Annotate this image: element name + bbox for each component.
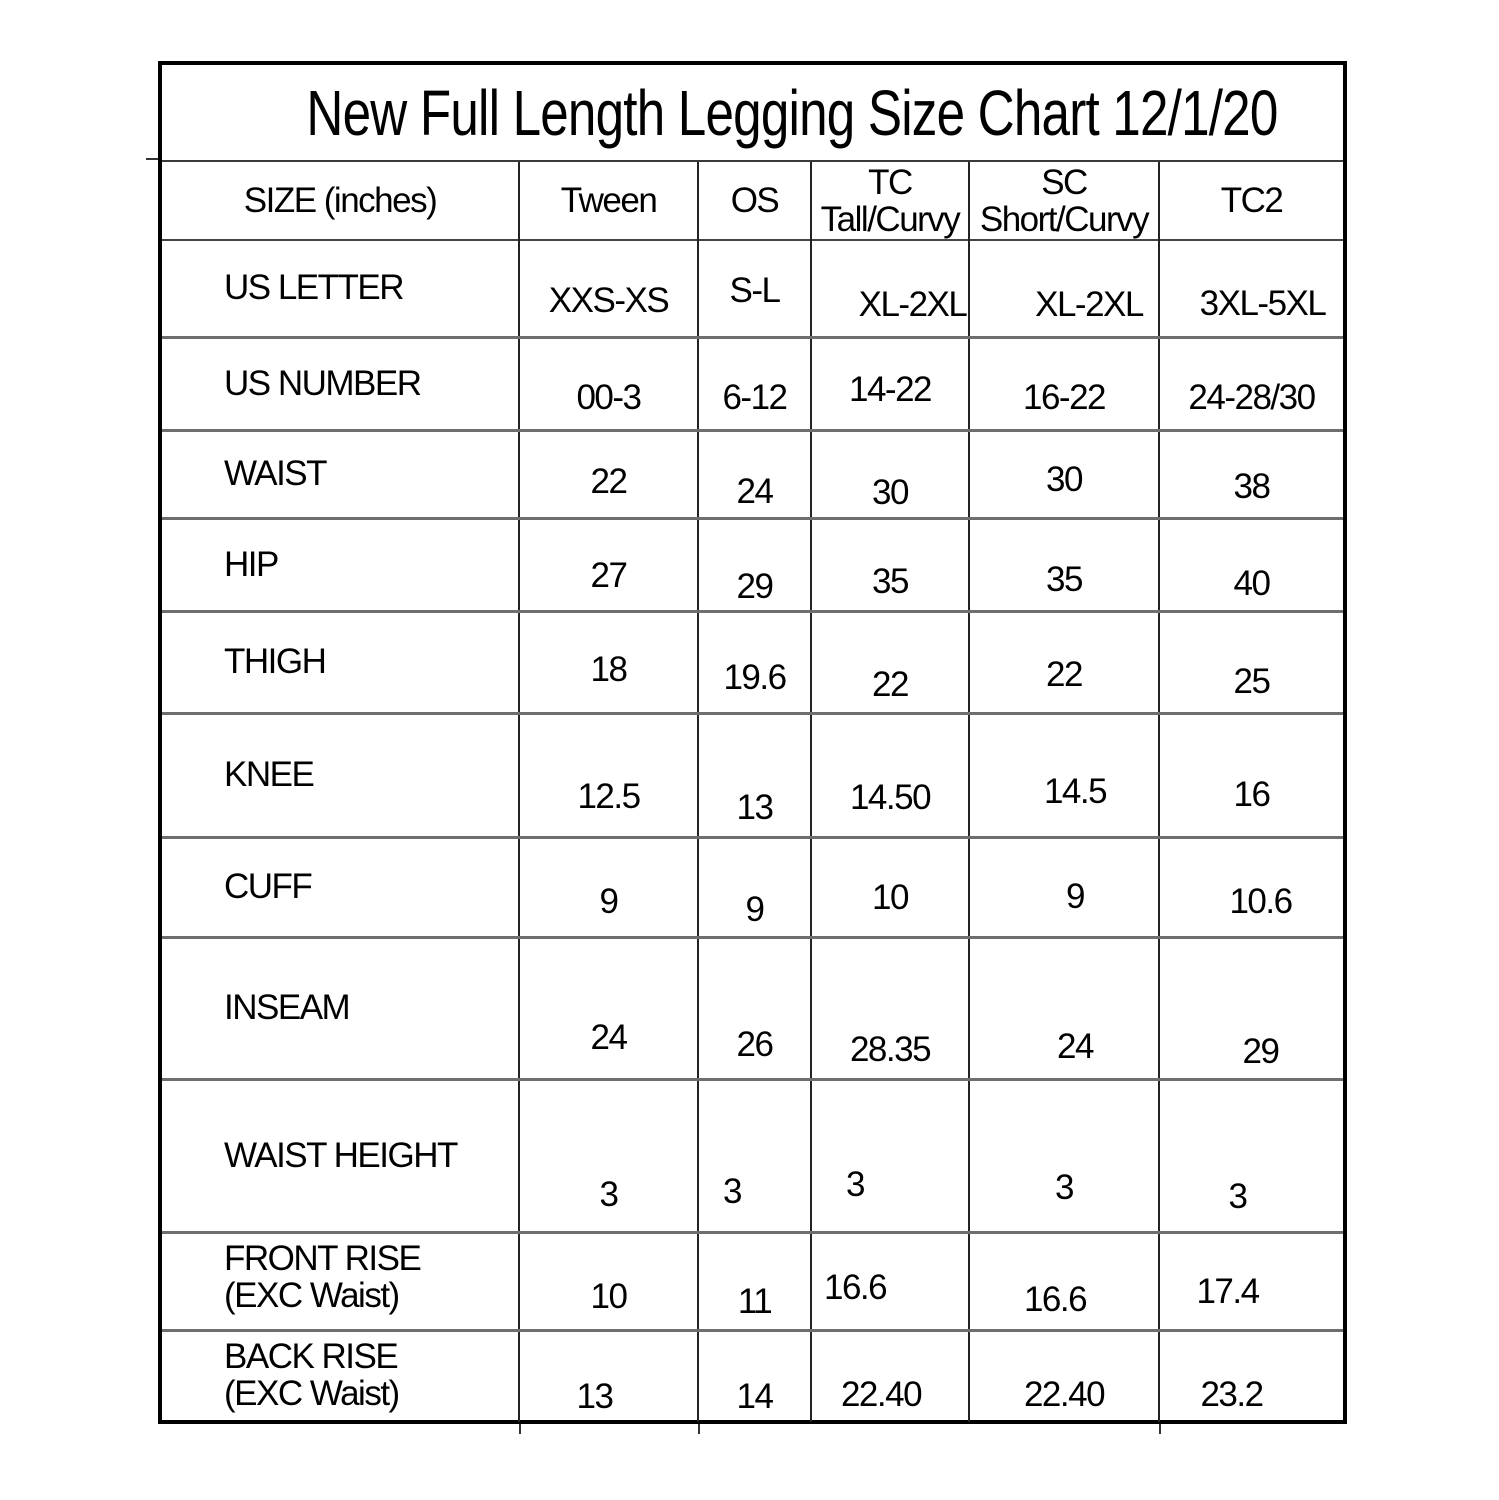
row-label: WAIST [162,428,519,518]
table-cell: 9 [518,835,698,937]
table-cell: 16-22 [968,335,1159,430]
table-cell: 3 [697,1077,811,1232]
table-cell: 40 [1158,516,1343,611]
chart-title-row: New Full Length Legging Size Chart 12/1/… [162,65,1343,162]
table-row: KNEE 12.5 13 14.50 14.5 16 [162,711,1343,837]
table-cell: 3 [1158,1077,1343,1232]
table-cell: 16.6 [810,1230,969,1330]
table-row: HIP 27 29 35 35 40 [162,516,1343,611]
table-row: US NUMBER 00-3 6-12 14-22 16-22 24-28/30 [162,335,1343,430]
table-row: US LETTER XXS-XS S-L XL-2XL XL-2XL 3XL-5… [162,239,1343,337]
table-cell: 24 [968,935,1159,1079]
row-label: KNEE [162,711,519,837]
table-cell: 14.50 [810,711,969,837]
row-label: CUFF [162,835,519,937]
table-row: THIGH 18 19.6 22 22 25 [162,609,1343,713]
table-cell: 29 [697,516,811,611]
table-cell: 35 [810,516,969,611]
table-cell: 30 [968,428,1159,518]
row-label: US LETTER [162,239,519,337]
table-cell: 00-3 [518,335,698,430]
row-label: FRONT RISE (EXC Waist) [162,1230,519,1330]
table-cell: 26 [697,935,811,1079]
table-cell: 6-12 [697,335,811,430]
table-cell: 23.2 [1158,1328,1343,1422]
row-label: THIGH [162,609,519,713]
table-cell: 22 [810,609,969,713]
table-cell: 27 [518,516,698,611]
table-cell: 14.5 [968,711,1159,837]
table-cell: 22 [518,428,698,518]
col-header-sc: SC Short/Curvy [968,162,1159,240]
table-cell: 3 [518,1077,698,1232]
table-cell: 22.40 [968,1328,1159,1422]
col-header-size: SIZE (inches) [243,181,438,220]
table-cell: 3 [810,1077,969,1232]
table-cell: 30 [810,428,969,518]
chart-title: New Full Length Legging Size Chart 12/1/… [305,76,1278,149]
table-cell: XL-2XL [810,239,969,337]
table-cell: 22 [968,609,1159,713]
table-cell: 25 [1158,609,1343,713]
table-cell: 14-22 [810,335,969,430]
table-row: WAIST HEIGHT 3 3 3 3 3 [162,1077,1343,1232]
col-header-os: OS [697,162,811,240]
table-cell: 35 [968,516,1159,611]
row-label: US NUMBER [162,335,519,430]
size-table: SIZE (inches) Tween OS TC Tall/Curvy SC … [162,162,1343,1422]
table-cell: 3XL-5XL [1158,239,1343,337]
table-cell: 9 [697,835,811,937]
table-cell: 12.5 [518,711,698,837]
table-cell: 11 [697,1230,811,1330]
grid-line-stub [519,1424,521,1434]
table-cell: 10 [518,1230,698,1330]
table-row: BACK RISE (EXC Waist) 13 14 22.40 22.40 … [162,1328,1343,1422]
table-cell: 14 [697,1328,811,1422]
table-cell: S-L [697,239,811,337]
table-cell: 17.4 [1158,1230,1343,1330]
row-label: BACK RISE (EXC Waist) [162,1328,519,1422]
table-cell: 9 [968,835,1159,937]
col-header-tween: Tween [518,162,698,240]
table-cell: 38 [1158,428,1343,518]
table-cell: 16 [1158,711,1343,837]
table-cell: XXS-XS [518,239,698,337]
table-cell: 10.6 [1158,835,1343,937]
col-header-tc: TC Tall/Curvy [810,162,969,240]
table-row: WAIST 22 24 30 30 38 [162,428,1343,518]
table-cell: 16.6 [968,1230,1159,1330]
table-cell: 29 [1158,935,1343,1079]
table-cell: XL-2XL [968,239,1159,337]
table-cell: 22.40 [810,1328,969,1422]
table-cell: 24-28/30 [1158,335,1343,430]
table-row: FRONT RISE (EXC Waist) 10 11 16.6 16.6 1… [162,1230,1343,1330]
table-cell: 28.35 [810,935,969,1079]
grid-line-stub [698,1424,700,1434]
row-label: HIP [162,516,519,611]
col-header-tc2: TC2 [1158,162,1343,240]
row-label: INSEAM [162,935,519,1079]
table-cell: 18 [518,609,698,713]
size-chart-table: New Full Length Legging Size Chart 12/1/… [158,61,1347,1424]
table-cell: 24 [518,935,698,1079]
header-row: SIZE (inches) Tween OS TC Tall/Curvy SC … [162,162,1343,240]
table-cell: 13 [697,711,811,837]
table-row: INSEAM 24 26 28.35 24 29 [162,935,1343,1079]
table-cell: 10 [810,835,969,937]
table-cell: 19.6 [697,609,811,713]
grid-line-stub [1159,1424,1161,1434]
header-line-artifact [146,158,158,160]
row-label: WAIST HEIGHT [162,1077,519,1232]
table-row: CUFF 9 9 10 9 10.6 [162,835,1343,937]
table-cell: 13 [518,1328,698,1422]
table-cell: 24 [697,428,811,518]
table-cell: 3 [968,1077,1159,1232]
